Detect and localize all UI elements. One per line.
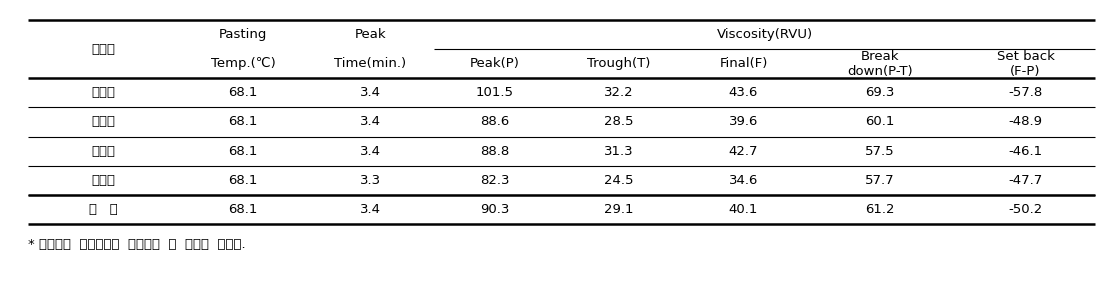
Text: Break
down(P-T): Break down(P-T) <box>847 50 913 78</box>
Text: 68.1: 68.1 <box>228 174 258 187</box>
Text: Temp.(℃): Temp.(℃) <box>211 57 276 70</box>
Text: 39.6: 39.6 <box>728 115 758 129</box>
Text: 43.6: 43.6 <box>728 86 758 99</box>
Text: 57.5: 57.5 <box>865 145 895 158</box>
Text: 24.5: 24.5 <box>605 174 634 187</box>
Text: 42.7: 42.7 <box>728 145 758 158</box>
Text: 상주찾: 상주찾 <box>91 115 116 129</box>
Text: 57.7: 57.7 <box>865 174 895 187</box>
Text: 68.1: 68.1 <box>228 145 258 158</box>
Text: Set back
(F-P): Set back (F-P) <box>996 50 1054 78</box>
Text: 3.4: 3.4 <box>360 115 381 129</box>
Text: Pasting: Pasting <box>219 28 267 41</box>
Text: 3.4: 3.4 <box>360 203 381 216</box>
Text: 31.3: 31.3 <box>604 145 634 158</box>
Text: 29.1: 29.1 <box>605 203 634 216</box>
Text: -57.8: -57.8 <box>1009 86 1043 99</box>
Text: 90.3: 90.3 <box>480 203 509 216</box>
Text: 68.1: 68.1 <box>228 86 258 99</box>
Text: 69.3: 69.3 <box>865 86 895 99</box>
Text: Time(min.): Time(min.) <box>335 57 407 70</box>
Text: 82.3: 82.3 <box>480 174 509 187</box>
Text: 40.1: 40.1 <box>728 203 758 216</box>
Text: 88.6: 88.6 <box>480 115 509 129</box>
Text: * 청백찾의  호화특성은  품종간의  큰  차이가  없었음.: * 청백찾의 호화특성은 품종간의 큰 차이가 없었음. <box>28 238 246 251</box>
Text: 68.1: 68.1 <box>228 115 258 129</box>
Text: 88.8: 88.8 <box>480 145 509 158</box>
Text: 3.3: 3.3 <box>360 174 381 187</box>
Text: 품종명: 품종명 <box>91 43 116 56</box>
Text: 60.1: 60.1 <box>865 115 895 129</box>
Text: 3.4: 3.4 <box>360 86 381 99</box>
Text: -50.2: -50.2 <box>1009 203 1043 216</box>
Text: 61.2: 61.2 <box>865 203 895 216</box>
Text: 34.6: 34.6 <box>728 174 758 187</box>
Text: 32.2: 32.2 <box>604 86 634 99</box>
Text: Viscosity(RVU): Viscosity(RVU) <box>717 28 813 41</box>
Text: 진설찾: 진설찾 <box>91 174 116 187</box>
Text: -47.7: -47.7 <box>1009 174 1043 187</box>
Text: 평   균: 평 균 <box>89 203 118 216</box>
Text: 101.5: 101.5 <box>476 86 514 99</box>
Text: 28.5: 28.5 <box>605 115 634 129</box>
Text: Final(F): Final(F) <box>719 57 767 70</box>
Text: Trough(T): Trough(T) <box>587 57 651 70</box>
Text: Peak(P): Peak(P) <box>470 57 519 70</box>
Text: 3.4: 3.4 <box>360 145 381 158</box>
Text: -48.9: -48.9 <box>1009 115 1043 129</box>
Text: 청백찾: 청백찾 <box>91 86 116 99</box>
Text: Peak: Peak <box>355 28 386 41</box>
Text: -46.1: -46.1 <box>1009 145 1043 158</box>
Text: 68.1: 68.1 <box>228 203 258 216</box>
Text: 진부찾: 진부찾 <box>91 145 116 158</box>
